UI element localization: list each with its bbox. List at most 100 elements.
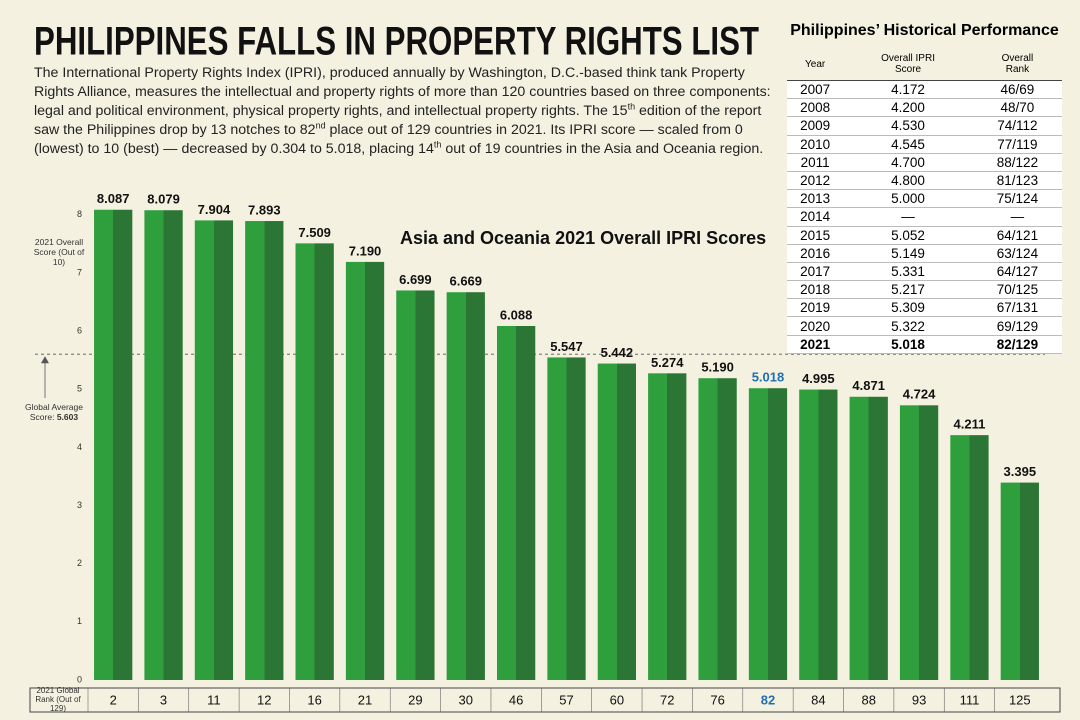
table-cell: 5.331 [843, 262, 973, 282]
table-cell: 2017 [787, 262, 844, 282]
table-cell: 2010 [787, 135, 844, 154]
y-tick-label: 0 [77, 674, 82, 684]
rank-row [29, 687, 1061, 713]
arrow-head [41, 356, 49, 364]
value-label: 4.724 [903, 387, 936, 402]
value-label: 3.395 [1004, 464, 1037, 479]
x-axis-label: 2021 Global Rank (Out of 129) [35, 686, 81, 713]
table-cell: 2009 [787, 116, 844, 136]
table-cell: 5.000 [843, 189, 973, 209]
y-tick-label: 8 [77, 209, 82, 219]
x-tick-label: 125 [1009, 692, 1031, 707]
table-cell: 2021 [787, 335, 844, 354]
table-cell: 2008 [787, 98, 844, 118]
table-cell: 82/129 [972, 335, 1062, 354]
table-cell: 74/112 [972, 116, 1062, 136]
table-cell: 2011 [787, 153, 844, 172]
table-cell: 2014 [787, 207, 844, 227]
table-row: 2014— — [787, 207, 1062, 227]
table-row: 2020 5.322 69/129 [787, 316, 1062, 336]
x-tick-label: 57 [559, 692, 573, 707]
y-tick-label: 7 [77, 267, 82, 277]
table-cell: 48/70 [972, 98, 1062, 118]
y-tick-label: 2 [77, 558, 82, 568]
table-cell: 2015 [787, 226, 844, 245]
column-header: Year [787, 48, 844, 81]
value-label: 8.087 [97, 191, 130, 206]
table-cell: 5.309 [843, 298, 973, 318]
value-label: 7.509 [298, 225, 331, 240]
y-tick-label: 5 [77, 384, 82, 394]
intro-text: The International Property Rights Index … [34, 65, 771, 119]
table-cell: 2016 [787, 244, 844, 263]
table-row: 2017 5.331 64/127 [787, 262, 1062, 282]
table-cell: 69/129 [972, 316, 1062, 336]
table-cell: 64/121 [972, 226, 1062, 245]
value-label: 7.904 [198, 202, 231, 217]
average-value: 5.603 [56, 412, 79, 422]
table-cell: 46/69 [972, 80, 1062, 100]
chart-title: Asia and Oceania 2021 Overall IPRI Score… [400, 228, 766, 248]
table-cell: 67/131 [972, 298, 1062, 318]
x-tick-label: 60 [610, 692, 624, 707]
table-row: 2021 5.018 82/129 [787, 335, 1062, 354]
x-tick-label: 12 [257, 692, 271, 707]
page-title: PHILIPPINES FALLS IN PROPERTY RIGHTS LIS… [34, 20, 759, 64]
bar [496, 325, 536, 680]
bar [597, 363, 637, 680]
table-row: 2009 4.530 74/112 [787, 116, 1062, 136]
x-tick-label: 88 [861, 692, 875, 707]
average-note: Global Average Score: 5.603 [22, 402, 86, 422]
bar [698, 378, 737, 680]
intro-text: out of 19 countries in the Asia and Ocea… [441, 141, 764, 157]
table-cell: 2020 [787, 316, 844, 336]
bar [547, 357, 586, 680]
bar [396, 290, 435, 680]
value-label: 8.079 [147, 192, 180, 207]
x-tick-label: 82 [761, 692, 775, 707]
table-cell: — [843, 207, 973, 227]
table-cell: 4.172 [843, 80, 973, 100]
bar [748, 388, 788, 680]
table-row: 2007 4.172 46/69 [787, 80, 1062, 100]
table-row: 2016 5.149 63/124 [787, 244, 1062, 263]
table-cell: 4.800 [843, 171, 973, 191]
value-label: 4.995 [802, 371, 835, 386]
bar [849, 396, 888, 680]
y-tick-label: 1 [77, 616, 82, 626]
table-cell: 2019 [787, 298, 844, 318]
table-cell: 4.545 [843, 135, 973, 154]
table-row: 2013 5.000 75/124 [787, 189, 1062, 209]
value-label: 5.190 [701, 360, 734, 375]
bar [899, 405, 939, 680]
value-label: 5.547 [550, 339, 583, 354]
value-label: 7.893 [248, 202, 281, 217]
x-tick-label: 72 [660, 692, 674, 707]
y-axis-label: 2021 Overall Score (Out of 10) [33, 237, 85, 267]
x-tick-label: 2 [110, 692, 117, 707]
bar [245, 221, 284, 680]
value-label: 5.274 [651, 355, 684, 370]
y-tick-label: 4 [77, 442, 82, 452]
table-cell: 5.217 [843, 280, 973, 300]
table-title: Philippines’ Historical Performance [790, 22, 1059, 39]
table-cell: 81/123 [972, 171, 1062, 191]
table-row: 2011 4.700 88/122 [787, 153, 1062, 172]
table-cell: 77/119 [972, 135, 1062, 154]
table-row: 2012 4.800 81/123 [787, 171, 1062, 191]
table-cell: 5.018 [843, 335, 973, 354]
average-label: Global Average Score: [25, 402, 83, 422]
bar [144, 210, 183, 680]
x-tick-label: 111 [960, 692, 980, 707]
table-cell: 70/125 [972, 280, 1062, 300]
table-cell: 5.322 [843, 316, 973, 336]
superscript: th [433, 139, 442, 150]
table-row: 2008 4.200 48/70 [787, 98, 1062, 118]
bar [194, 220, 234, 680]
column-header: Overall Rank [972, 48, 1062, 81]
table-row: 2010 4.545 77/119 [787, 135, 1062, 154]
superscript: nd [315, 120, 326, 131]
table-cell: 4.700 [843, 153, 973, 172]
value-label: 4.211 [954, 417, 986, 432]
